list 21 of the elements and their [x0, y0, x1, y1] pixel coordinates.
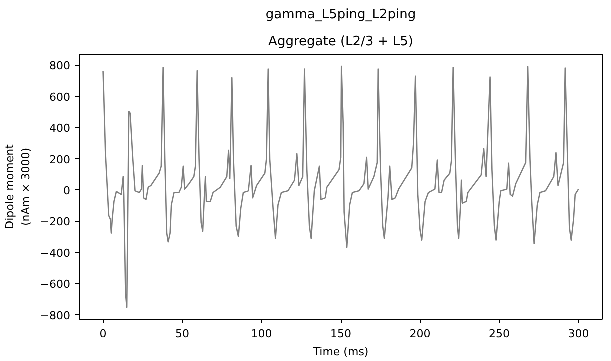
y-tick-label: −800: [40, 309, 71, 322]
x-axis-title: Time (ms): [312, 346, 369, 358]
x-tick-label: 0: [100, 328, 107, 340]
y-axis-title: Dipole moment (nAm × 3000): [4, 144, 32, 230]
x-tick-label: 150: [330, 328, 352, 340]
x-tick-label: 100: [251, 328, 272, 340]
y-tick-label: 0: [64, 184, 70, 198]
x-tick-label: 200: [410, 328, 431, 340]
y-tick-label: 400: [50, 122, 71, 136]
x-tick-label: 50: [176, 328, 190, 340]
y-tick-label: −600: [40, 278, 71, 292]
chart-title: gamma_L5ping_L2ping: [266, 8, 416, 22]
y-tick-label: −400: [40, 246, 71, 260]
line-series: [102, 66, 580, 308]
x-tick-label: 250: [488, 328, 510, 340]
y-tick-label: 800: [50, 60, 71, 73]
y-tick-label: 600: [50, 90, 71, 104]
x-tick-label: 300: [568, 328, 590, 340]
y-tick-label: −200: [40, 216, 71, 229]
y-tick-label: 200: [50, 153, 71, 166]
chart-subtitle: Aggregate (L2/3 + L5): [268, 34, 414, 50]
